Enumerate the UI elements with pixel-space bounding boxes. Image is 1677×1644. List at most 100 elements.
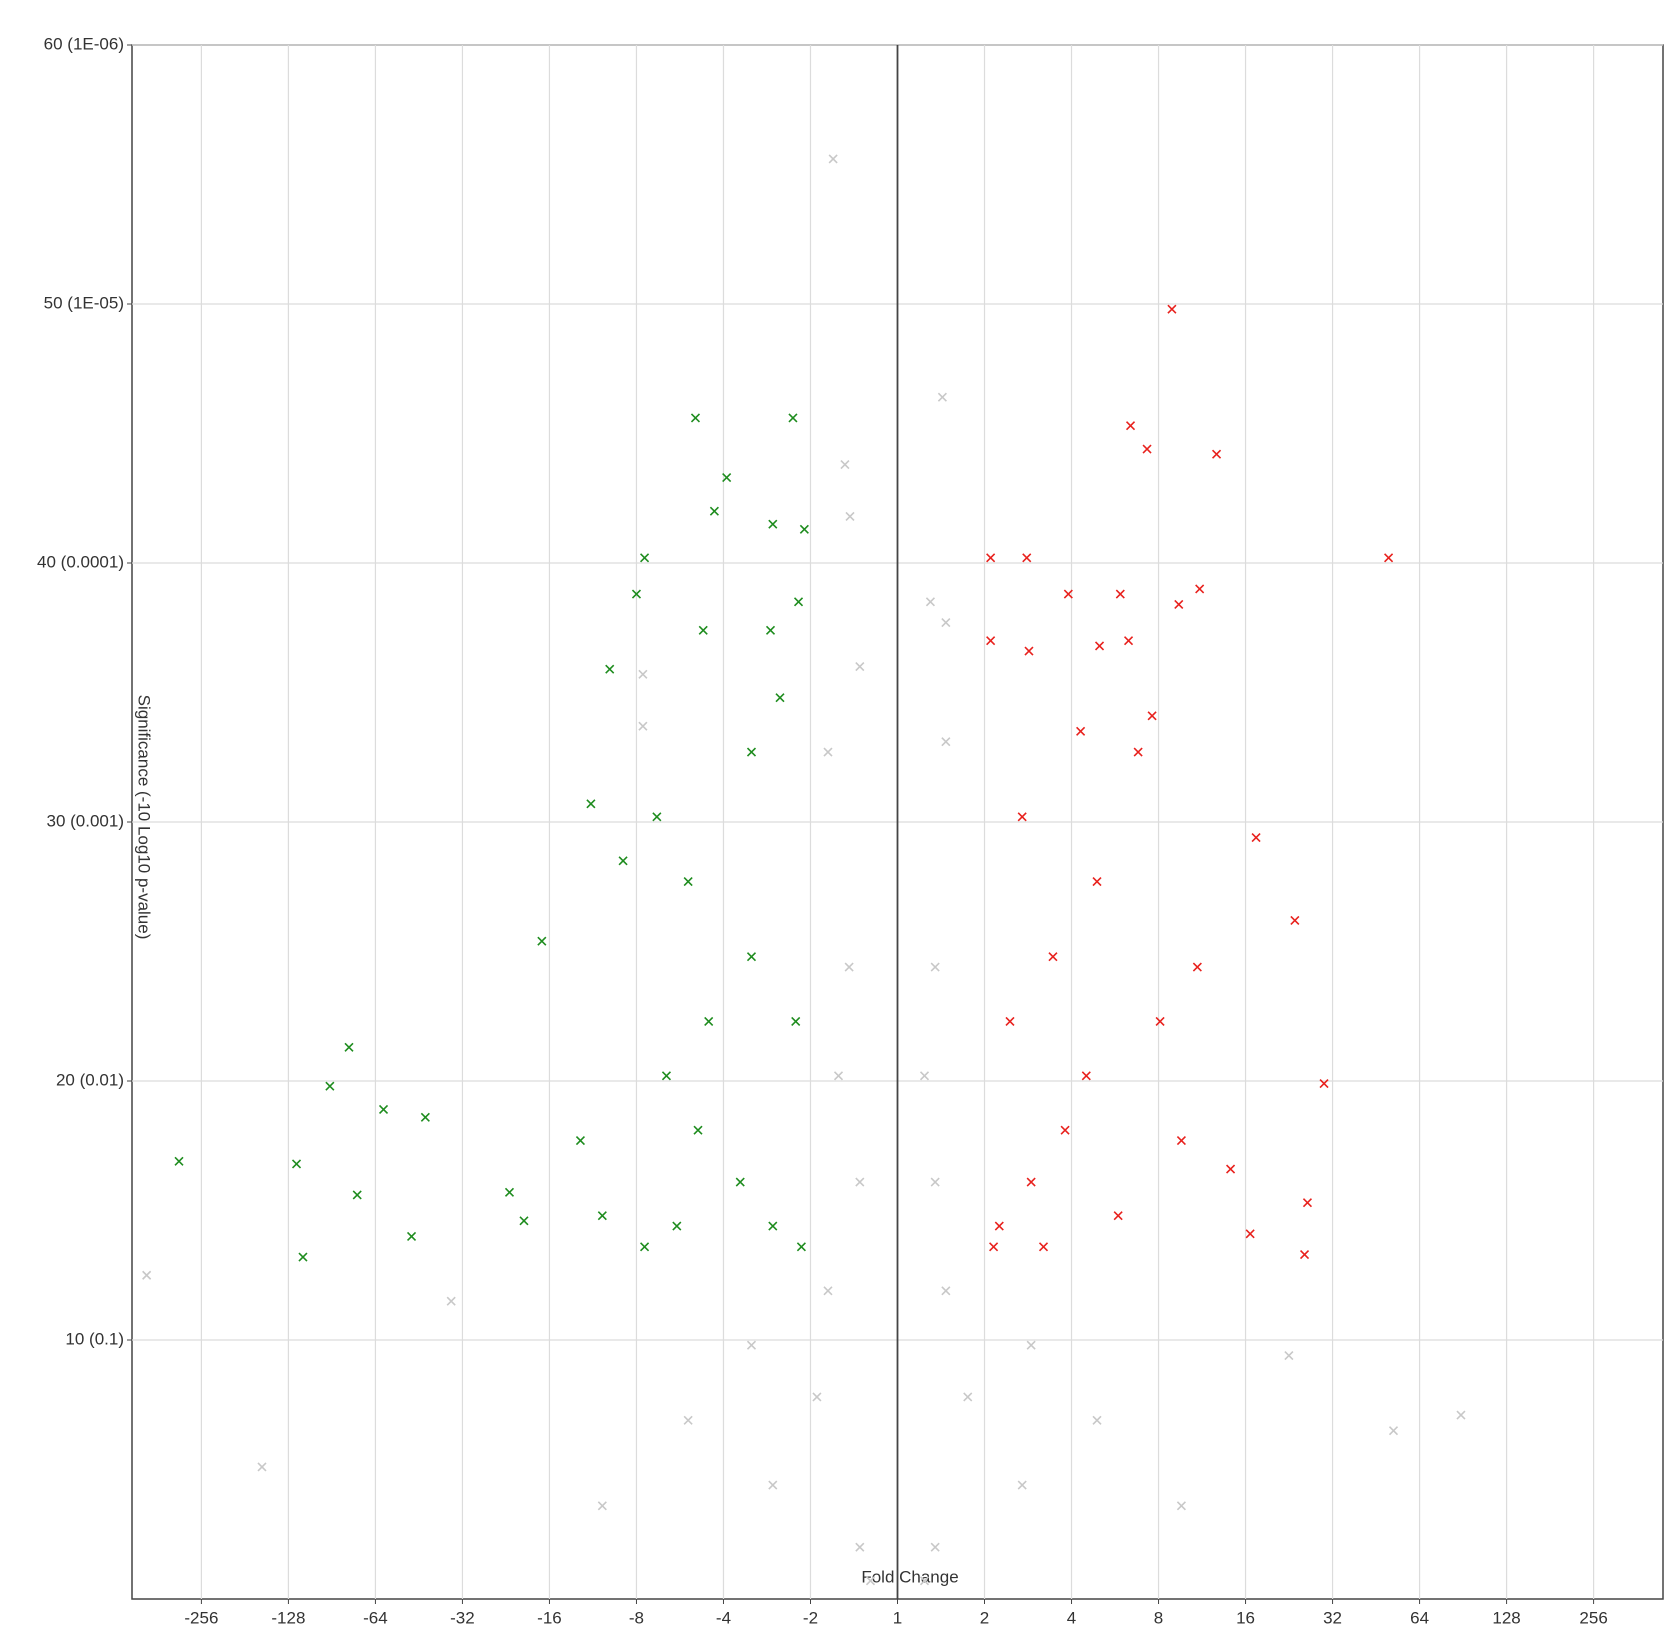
y-tick-label: 60 (1E-06) xyxy=(44,34,124,53)
point xyxy=(683,1415,693,1425)
point xyxy=(638,669,648,679)
x-tick-label: -4 xyxy=(716,1608,731,1627)
point xyxy=(344,1042,354,1052)
point xyxy=(1081,1071,1091,1081)
point xyxy=(325,1081,335,1091)
x-tick-label: -16 xyxy=(537,1608,562,1627)
x-tick-label: 8 xyxy=(1154,1608,1163,1627)
point xyxy=(298,1252,308,1262)
point xyxy=(1290,915,1300,925)
point xyxy=(865,1576,876,1586)
point xyxy=(709,506,719,516)
point xyxy=(1142,444,1152,454)
point xyxy=(1125,421,1136,431)
x-tick-label: 16 xyxy=(1236,1608,1255,1627)
x-tick-label: 1 xyxy=(893,1608,902,1627)
point xyxy=(537,936,547,946)
point xyxy=(855,1177,865,1187)
point xyxy=(986,636,996,646)
point xyxy=(930,1542,940,1552)
point xyxy=(1211,449,1222,459)
point xyxy=(704,1016,714,1026)
point xyxy=(1017,812,1027,822)
point xyxy=(1005,1016,1015,1026)
point xyxy=(1302,1198,1313,1208)
point xyxy=(257,1462,267,1472)
point xyxy=(1245,1229,1255,1239)
point xyxy=(1226,1164,1236,1174)
point xyxy=(788,413,798,423)
point xyxy=(640,553,650,563)
point xyxy=(1319,1079,1329,1089)
point xyxy=(693,1125,703,1135)
point xyxy=(1048,952,1058,962)
point xyxy=(855,1542,865,1552)
point xyxy=(930,962,940,972)
x-tick-label: 128 xyxy=(1492,1608,1520,1627)
point xyxy=(406,1231,417,1241)
y-tick-label: 30 (0.001) xyxy=(47,811,125,830)
x-tick-label: 32 xyxy=(1323,1608,1342,1627)
point xyxy=(575,1136,586,1146)
point xyxy=(1456,1410,1466,1420)
x-tick-label: 256 xyxy=(1579,1608,1607,1627)
point xyxy=(1115,589,1125,599)
point xyxy=(1123,636,1134,646)
point xyxy=(1060,1125,1070,1135)
point xyxy=(291,1159,302,1169)
point xyxy=(791,1016,801,1026)
point xyxy=(855,662,865,672)
point xyxy=(683,877,693,887)
x-tick-label: -128 xyxy=(271,1608,305,1627)
point xyxy=(638,721,648,731)
y-tick-label: 50 (1E-05) xyxy=(44,293,124,312)
point xyxy=(586,799,596,809)
point xyxy=(698,625,708,635)
point xyxy=(963,1392,973,1402)
point xyxy=(986,553,996,563)
point xyxy=(746,747,757,757)
y-tick-label: 10 (0.1) xyxy=(65,1329,124,1348)
point xyxy=(768,519,778,529)
point xyxy=(722,472,732,483)
point xyxy=(1176,1501,1186,1511)
x-tick-label: -32 xyxy=(450,1608,475,1627)
point xyxy=(746,1340,757,1350)
point xyxy=(420,1112,430,1122)
point xyxy=(925,597,936,607)
point xyxy=(941,1286,951,1296)
point xyxy=(840,460,850,470)
point xyxy=(1063,589,1073,599)
point xyxy=(823,747,833,757)
x-tick-label: -2 xyxy=(803,1608,818,1627)
point xyxy=(1195,584,1205,594)
point xyxy=(352,1190,362,1200)
y-axis-label: Significance (-10 Log10 p-value) xyxy=(135,695,154,940)
point xyxy=(919,1071,930,1081)
point xyxy=(775,693,785,703)
point xyxy=(1299,1249,1310,1260)
point xyxy=(1251,832,1261,843)
point xyxy=(378,1104,389,1115)
point xyxy=(1167,304,1177,314)
point xyxy=(1113,1211,1123,1221)
point xyxy=(1024,646,1034,656)
point xyxy=(765,625,776,635)
point xyxy=(930,1177,940,1187)
point xyxy=(746,952,757,962)
point xyxy=(1155,1016,1165,1026)
point xyxy=(519,1216,529,1226)
point xyxy=(142,1270,152,1280)
point xyxy=(919,1576,930,1586)
point xyxy=(796,1242,806,1252)
point xyxy=(1026,1177,1036,1187)
point xyxy=(1094,641,1105,651)
x-tick-label: 64 xyxy=(1410,1608,1429,1627)
point xyxy=(937,392,947,402)
point xyxy=(1076,726,1086,736)
point xyxy=(845,511,855,521)
point xyxy=(1174,599,1184,610)
point xyxy=(1026,1340,1036,1350)
